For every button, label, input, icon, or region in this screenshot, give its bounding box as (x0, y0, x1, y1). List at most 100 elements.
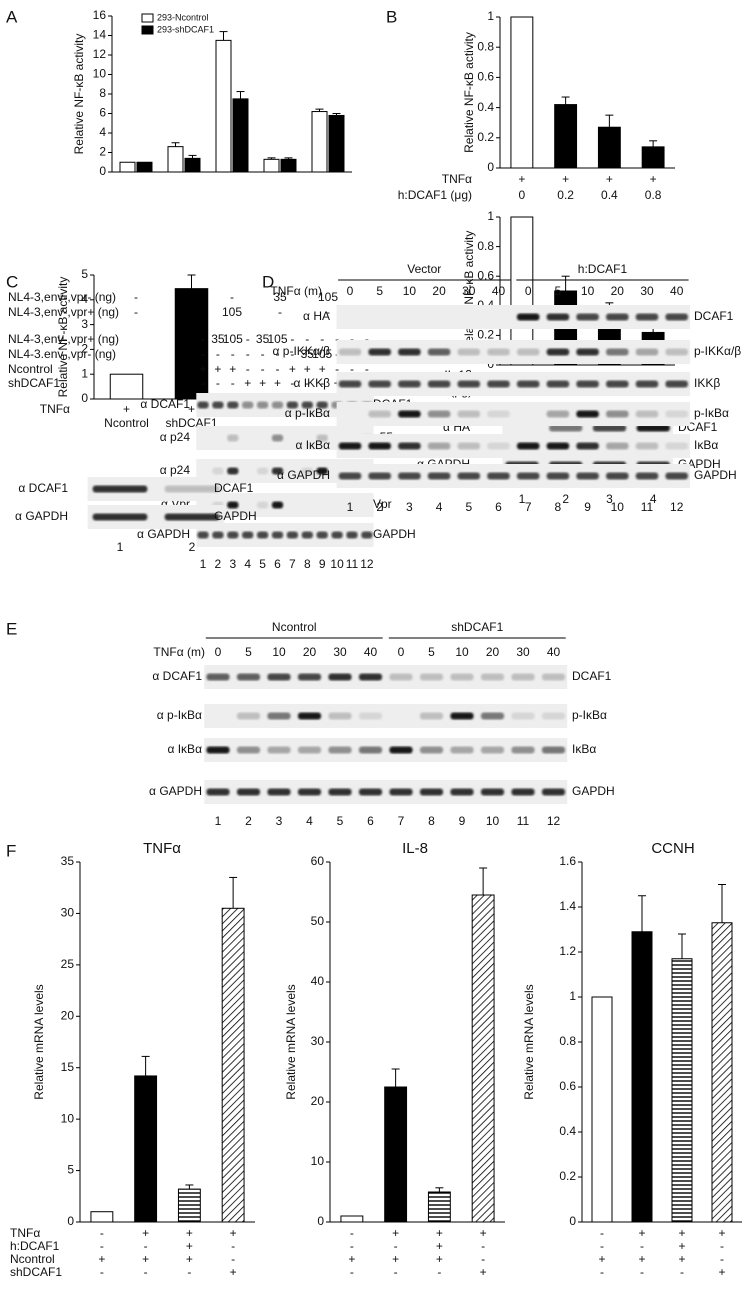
blot-strip (336, 340, 691, 364)
treatment-value: + (98, 1252, 105, 1266)
y-tick-label: 16 (93, 8, 107, 22)
treatment-value: - (600, 1226, 604, 1240)
lane-number: 2 (376, 500, 383, 514)
blot-band (419, 746, 444, 754)
blot-band (576, 410, 599, 418)
lane-number: 1 (519, 492, 526, 506)
antibody-label: α p24 (160, 463, 191, 477)
blot-band (256, 401, 269, 409)
y-tick-label: 5 (81, 267, 88, 281)
blot-band (516, 442, 540, 450)
panel-label: F (6, 841, 16, 860)
condition-label: TNFα (m) (153, 645, 205, 659)
lane-number: 6 (274, 557, 281, 571)
condition-value: - (216, 376, 220, 390)
lane-number: 9 (319, 557, 326, 571)
blot-band (541, 712, 566, 720)
blot-band (606, 410, 629, 418)
treatment-value: - (134, 290, 138, 304)
antibody-label: α GAPDH (137, 527, 190, 541)
blot-band (665, 380, 688, 388)
bar (263, 158, 280, 173)
blot-band (286, 401, 299, 409)
treatment-value: - (187, 1265, 191, 1279)
y-tick-label: 8 (99, 86, 106, 100)
blot-band (227, 434, 239, 442)
blot-band (256, 531, 269, 539)
bar (328, 114, 345, 173)
blot-band (546, 313, 570, 321)
y-tick-label: 10 (93, 67, 107, 81)
blot-band (549, 424, 583, 432)
blot-band (389, 746, 413, 754)
treatment-value: - (100, 1265, 104, 1279)
condition-value: 20 (303, 645, 317, 659)
condition-value: 0 (525, 284, 532, 298)
condition-value: 35 (211, 332, 225, 346)
blot-band (427, 442, 451, 450)
blot-band (197, 401, 209, 409)
blot-band (267, 788, 291, 796)
y-tick-label: 1 (569, 989, 576, 1003)
treatment-value: + (392, 1226, 399, 1240)
blot-strip (336, 372, 691, 396)
blot-band (331, 531, 343, 539)
condition-value: - (335, 332, 339, 346)
y-tick-label: 0.2 (477, 130, 494, 144)
blot-band (206, 746, 230, 754)
condition-value: 10 (455, 645, 469, 659)
condition-label: TNFα (m) (270, 284, 322, 298)
condition-label: shDCAF1 (8, 376, 60, 390)
blot-band (576, 442, 599, 450)
blot-band (635, 472, 659, 480)
y-tick-label: 1.6 (559, 854, 576, 868)
legend-label: 293-Ncontrol (157, 12, 209, 22)
blot-band (398, 442, 421, 450)
blot-band (236, 746, 261, 754)
treatment-value: + (606, 172, 613, 186)
blot-band (358, 746, 383, 754)
treatment-value: - (231, 1252, 235, 1266)
blot-band (271, 401, 284, 409)
blot-band (606, 380, 629, 388)
condition-value: 10 (581, 284, 595, 298)
y-tick-label: 0.6 (477, 70, 494, 84)
condition-value: 0 (398, 645, 405, 659)
antibody-label: α p-IκBα (157, 708, 202, 722)
blot-band (665, 348, 688, 356)
bar (311, 111, 328, 173)
blot-band (271, 467, 284, 475)
treatment-value: + (718, 1226, 725, 1240)
y-tick-label: 1.2 (559, 944, 576, 958)
blot-band (665, 472, 688, 480)
chart-title: CCNH (651, 840, 694, 857)
lane-number: 4 (306, 814, 313, 828)
group-label: shDCAF1 (451, 620, 503, 634)
condition-value: - (320, 332, 324, 346)
treatment-label: Ncontrol (10, 1252, 55, 1266)
lane-number: 3 (606, 492, 613, 506)
lane-number: 8 (304, 557, 311, 571)
y-tick-label: 4 (81, 292, 88, 306)
bar (215, 39, 232, 173)
bar (427, 1191, 451, 1223)
blot-band (316, 531, 328, 539)
blot-band (212, 467, 224, 475)
blot-band (227, 531, 239, 539)
condition-value: 105 (312, 347, 332, 361)
treatment-value: - (640, 1239, 644, 1253)
protein-label: GAPDH (572, 784, 615, 798)
bar (134, 1075, 158, 1223)
bar (232, 98, 249, 173)
protein-label: p-IκBα (694, 406, 729, 420)
legend-swatch (141, 25, 154, 35)
treatment-value: 0.2 (557, 188, 574, 202)
treatment-value: + (230, 1265, 237, 1279)
lane-number: 9 (459, 814, 466, 828)
treatment-value: - (720, 1252, 724, 1266)
treatment-value: + (123, 402, 130, 416)
condition-value: - (246, 332, 250, 346)
blot-band (511, 788, 535, 796)
y-tick-label: 1 (487, 209, 494, 223)
bar (597, 126, 621, 169)
